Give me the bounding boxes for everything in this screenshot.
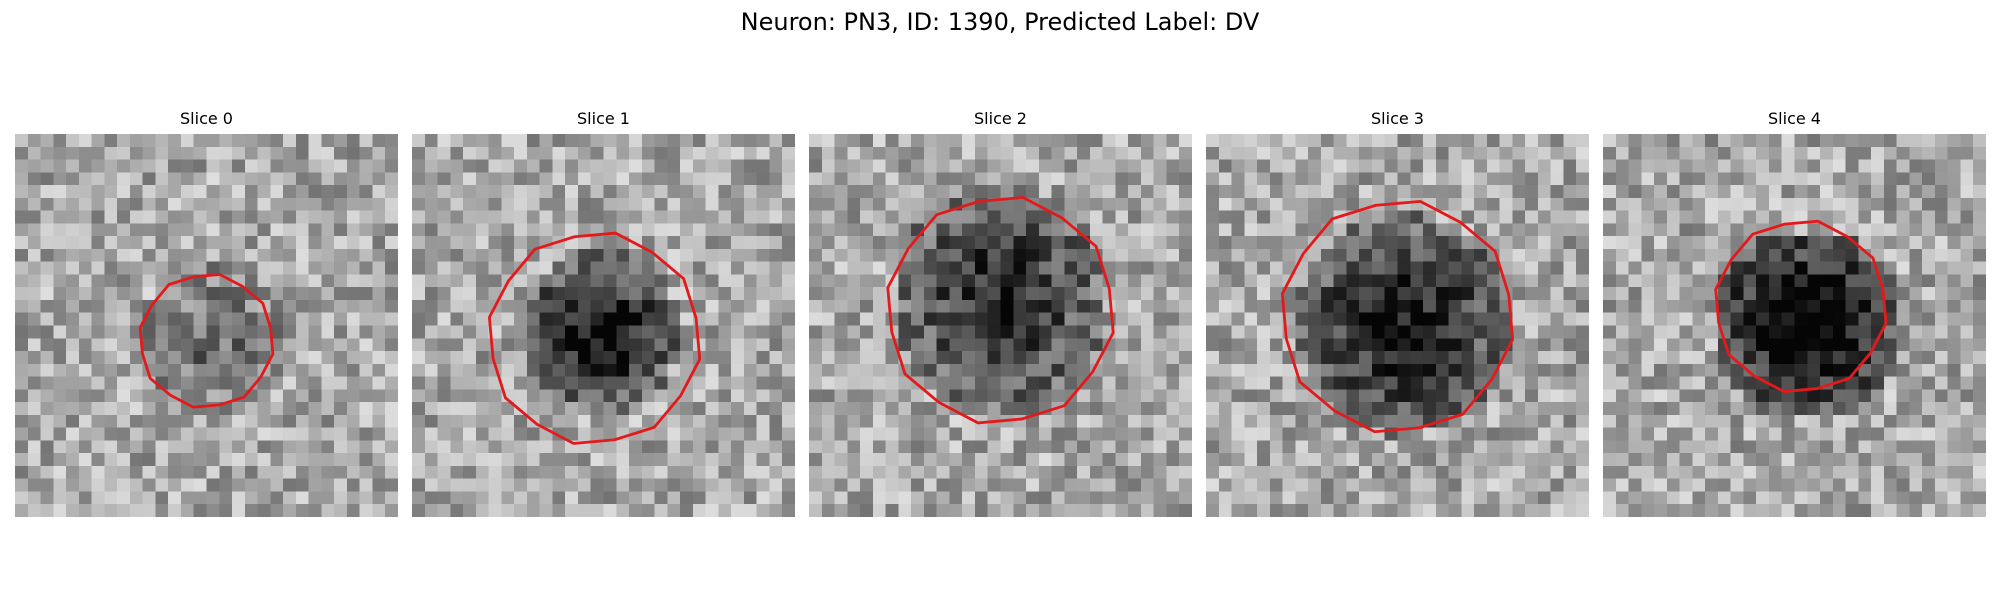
segmentation-contour [138,272,275,409]
slice-image [412,134,795,517]
slice-image [15,134,398,517]
slice-panel-1: Slice 1 [412,108,795,517]
slice-panel-4: Slice 4 [1603,108,1986,517]
figure-title: Neuron: PN3, ID: 1390, Predicted Label: … [740,8,1260,36]
slice-pixels [1206,134,1589,517]
slice-title: Slice 2 [974,109,1027,128]
slice-title: Slice 1 [577,109,630,128]
slice-panel-0: Slice 0 [15,108,398,517]
segmentation-contour [1714,219,1888,393]
segmentation-contour [487,231,702,445]
segmentation-contour [886,196,1115,425]
slice-pixels [15,134,398,517]
slice-pixels [412,134,795,517]
slice-panel-3: Slice 3 [1206,108,1589,517]
slice-pixels [1603,134,1986,517]
slice-pixels [809,134,1192,517]
slice-title: Slice 4 [1768,109,1821,128]
slice-panel-2: Slice 2 [809,108,1192,517]
slice-image [1206,134,1589,517]
slice-image [1603,134,1986,517]
slice-image [809,134,1192,517]
slice-title: Slice 0 [180,109,233,128]
segmentation-contour [1280,199,1515,434]
slice-title: Slice 3 [1371,109,1424,128]
